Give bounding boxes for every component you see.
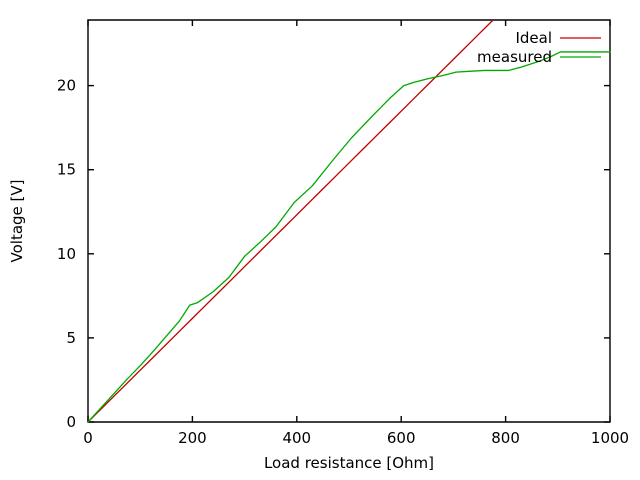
series-line-ideal — [87, 19, 494, 423]
y-axis-tick-labels: 0 5 10 15 20 — [57, 77, 76, 431]
plot-frame — [87, 19, 611, 423]
y-tick-label: 5 — [66, 329, 76, 347]
y-tick-label: 20 — [57, 77, 76, 95]
y-tick-label: 0 — [66, 413, 76, 431]
y-tick-label: 10 — [57, 245, 76, 263]
legend-label-ideal: Ideal — [515, 29, 552, 47]
x-tick-label: 1000 — [591, 429, 629, 447]
x-axis-tick-labels: 0 200 400 600 800 1000 — [83, 429, 629, 447]
x-axis-ticks — [87, 20, 611, 422]
series-line-measured — [87, 51, 611, 423]
x-tick-label: 800 — [491, 429, 520, 447]
x-tick-label: 200 — [178, 429, 207, 447]
y-tick-label: 15 — [57, 161, 76, 179]
x-axis-title: Load resistance [Ohm] — [264, 454, 434, 472]
y-axis-title: Voltage [V] — [8, 180, 26, 263]
y-axis-ticks — [88, 84, 610, 423]
legend-label-measured: measured — [477, 48, 552, 66]
x-tick-label: 0 — [83, 429, 93, 447]
data-series-group — [87, 19, 611, 423]
x-tick-label: 400 — [282, 429, 311, 447]
x-tick-label: 600 — [387, 429, 416, 447]
